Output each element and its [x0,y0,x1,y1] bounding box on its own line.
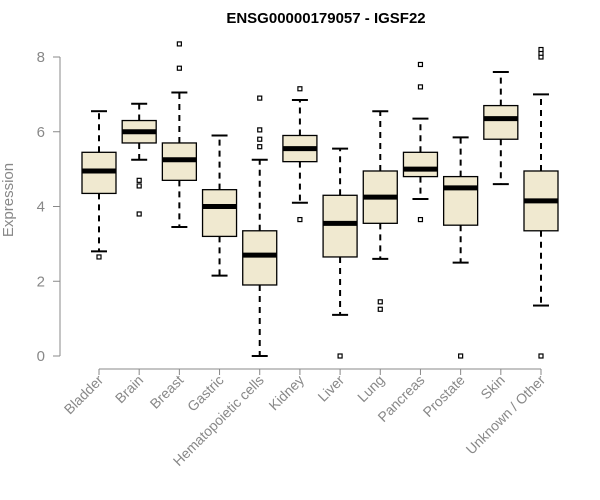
outlier-point [136,183,142,189]
box-iqr [402,151,439,178]
boxes-group [81,41,559,359]
box-iqr [201,189,238,238]
y-tick-label-0: 0 [37,348,45,365]
outlier-point [136,211,142,217]
box-2 [161,41,198,229]
box-iqr [442,175,479,226]
outlier-point [417,216,424,223]
box-8 [402,61,439,223]
outlier-point [176,41,182,47]
x-tick-label-10: Skin [477,372,508,403]
y-tick-label-4: 4 [37,199,45,216]
box-3 [201,134,238,277]
x-tick-label-7: Lung [354,372,387,405]
outlier-point [96,254,102,260]
x-tick-label-9: Prostate [420,372,468,420]
y-axis: 0 2 4 6 8 [37,49,61,365]
y-tick-label-8: 8 [37,49,45,66]
outlier-point [257,127,263,133]
chart-title: ENSG00000179057 - IGSF22 [226,10,425,27]
box-7 [362,110,398,312]
outlier-point [458,353,464,359]
outlier-point [297,216,303,223]
box-11 [523,46,559,359]
box-9 [442,136,479,359]
x-tick-label-5: Kidney [265,372,307,414]
x-tick-label-6: Liver [314,372,347,405]
box-iqr [483,104,519,140]
outlier-point [297,86,303,92]
x-tick-label-1: Brain [112,372,146,406]
x-tick-label-0: Bladder [61,372,107,418]
outlier-point [538,46,544,53]
box-iqr [242,230,278,286]
y-axis-label: Expression [0,163,17,237]
box-4 [242,95,278,357]
y-tick-label-6: 6 [37,124,45,141]
outlier-point [377,299,383,305]
box-iqr [322,194,358,258]
outlier-point [136,177,142,183]
outlier-point [377,306,383,312]
box-5 [282,86,318,223]
outlier-point [257,95,263,101]
outlier-point [257,136,263,142]
box-6 [322,147,358,359]
outlier-point [337,353,343,359]
outlier-point [538,353,544,359]
outlier-point [257,144,263,150]
outlier-point [176,65,182,71]
box-10 [483,70,519,186]
outlier-point [417,61,424,68]
box-0 [81,110,117,260]
x-tick-label-2: Breast [147,372,187,412]
y-tick-label-2: 2 [37,273,45,290]
box-1 [121,102,157,217]
outlier-point [417,84,424,90]
